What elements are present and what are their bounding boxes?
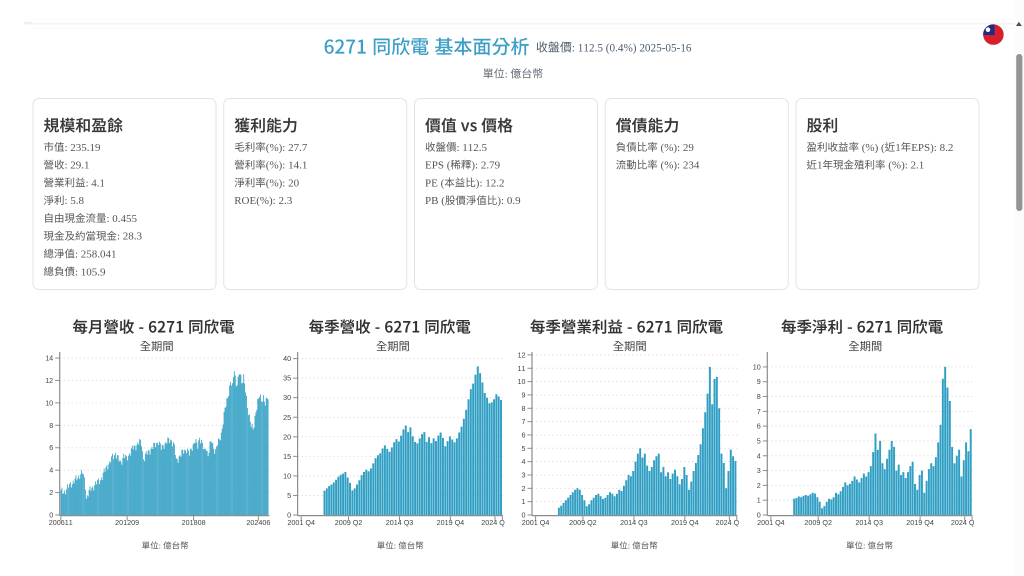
svg-text:10: 10 — [518, 377, 526, 386]
svg-text:5: 5 — [287, 491, 291, 500]
svg-text:9: 9 — [522, 390, 526, 399]
svg-text:2001 Q4: 2001 Q4 — [287, 518, 315, 527]
svg-text:ROE(%): 2.3: ROE(%): 2.3 — [234, 195, 293, 207]
svg-text:PB (: PB ( — [425, 195, 445, 207]
svg-text:2: 2 — [757, 481, 761, 490]
svg-text:2014 Q3: 2014 Q3 — [620, 518, 648, 527]
svg-text::: : — [394, 541, 399, 551]
svg-text::: : — [505, 70, 511, 81]
svg-text:: 28.3: : 28.3 — [117, 231, 143, 243]
svg-text:12: 12 — [518, 350, 526, 359]
svg-text:2009 Q2: 2009 Q2 — [335, 518, 363, 527]
svg-text::: : — [628, 541, 633, 551]
svg-text:EPS (: EPS ( — [425, 160, 451, 172]
svg-text:14: 14 — [45, 354, 53, 363]
svg-text:(%): 27.7: (%): 27.7 — [266, 142, 308, 154]
svg-text:1: 1 — [895, 142, 901, 154]
svg-text:11: 11 — [518, 364, 526, 373]
svg-text:: 112.5: : 112.5 — [457, 142, 488, 154]
svg-text:2024 Q1: 2024 Q1 — [481, 518, 509, 527]
svg-text:202406: 202406 — [246, 518, 270, 527]
svg-text:(%): 2.1: (%): 2.1 — [886, 160, 925, 172]
svg-text:(%) (: (%) ( — [859, 142, 885, 154]
svg-text:PE (: PE ( — [425, 177, 445, 189]
svg-text:0: 0 — [287, 511, 291, 520]
svg-text:1: 1 — [817, 160, 823, 172]
svg-text:2024 Q1: 2024 Q1 — [716, 518, 744, 527]
svg-text:2014 Q3: 2014 Q3 — [855, 518, 883, 527]
svg-text:2019 Q4: 2019 Q4 — [671, 518, 699, 527]
svg-text:201209: 201209 — [115, 518, 139, 527]
svg-text:5: 5 — [757, 436, 761, 445]
svg-text:3: 3 — [522, 471, 526, 480]
svg-text:30: 30 — [283, 393, 291, 402]
svg-text:200611: 200611 — [49, 518, 73, 527]
svg-text:(%): 29: (%): 29 — [658, 142, 695, 154]
svg-text:15: 15 — [283, 452, 291, 461]
svg-text:10: 10 — [283, 471, 291, 480]
svg-text:201808: 201808 — [182, 518, 206, 527]
svg-text:10: 10 — [753, 362, 761, 371]
svg-text:20: 20 — [283, 432, 291, 441]
svg-text:6: 6 — [522, 431, 526, 440]
svg-text:: 29.1: : 29.1 — [65, 160, 90, 172]
svg-text:4: 4 — [522, 457, 526, 466]
svg-text:8: 8 — [49, 421, 53, 430]
svg-text:12: 12 — [45, 376, 53, 385]
svg-text:5: 5 — [522, 444, 526, 453]
svg-text:2009 Q2: 2009 Q2 — [804, 518, 832, 527]
svg-text:: 5.8: : 5.8 — [65, 195, 85, 207]
svg-text::: : — [863, 541, 868, 551]
svg-text:7: 7 — [757, 407, 761, 416]
svg-text:2: 2 — [522, 484, 526, 493]
svg-text:: 258.041: : 258.041 — [75, 249, 117, 261]
svg-text:): 2.79: ): 2.79 — [471, 160, 500, 172]
svg-text:2: 2 — [49, 488, 53, 497]
svg-text:7: 7 — [522, 417, 526, 426]
svg-text:0: 0 — [757, 511, 761, 520]
svg-text:10: 10 — [45, 398, 53, 407]
svg-text:3: 3 — [757, 466, 761, 475]
svg-text::: : — [159, 541, 164, 551]
svg-text:): 12.2: ): 12.2 — [476, 177, 505, 189]
svg-text:(%): 14.1: (%): 14.1 — [266, 160, 308, 172]
svg-text:8: 8 — [757, 392, 761, 401]
svg-text:6: 6 — [757, 422, 761, 431]
svg-text:: 0.455: : 0.455 — [107, 213, 138, 225]
svg-text:0: 0 — [522, 511, 526, 520]
svg-text:35: 35 — [283, 374, 291, 383]
svg-text:1: 1 — [757, 496, 761, 505]
svg-text:: 105.9: : 105.9 — [75, 266, 106, 278]
svg-text:2001 Q4: 2001 Q4 — [757, 518, 785, 527]
svg-text:2014 Q3: 2014 Q3 — [386, 518, 414, 527]
svg-text:): 0.9: ): 0.9 — [497, 195, 521, 207]
svg-text:4: 4 — [49, 466, 53, 475]
svg-text:EPS): 8.2: EPS): 8.2 — [911, 142, 953, 154]
svg-text:: 235.19: : 235.19 — [65, 142, 102, 154]
svg-text:8: 8 — [522, 404, 526, 413]
svg-text:2001 Q4: 2001 Q4 — [522, 518, 550, 527]
svg-text:: 4.1: : 4.1 — [86, 177, 106, 189]
svg-text:: 112.5 (0.4%) 2025-05-16: : 112.5 (0.4%) 2025-05-16 — [572, 43, 692, 55]
svg-text:1: 1 — [522, 497, 526, 506]
svg-text:9: 9 — [757, 377, 761, 386]
svg-text:0: 0 — [49, 511, 53, 520]
svg-text:6: 6 — [49, 443, 53, 452]
svg-text:2019 Q4: 2019 Q4 — [437, 518, 465, 527]
svg-text:25: 25 — [283, 413, 291, 422]
svg-text:(%): 20: (%): 20 — [266, 177, 300, 189]
svg-text:40: 40 — [283, 354, 291, 363]
svg-text:2024 Q1: 2024 Q1 — [951, 518, 979, 527]
svg-text:2019 Q4: 2019 Q4 — [906, 518, 934, 527]
svg-text:(%): 234: (%): 234 — [658, 160, 700, 172]
svg-text:4: 4 — [757, 451, 761, 460]
svg-text:2009 Q2: 2009 Q2 — [569, 518, 597, 527]
